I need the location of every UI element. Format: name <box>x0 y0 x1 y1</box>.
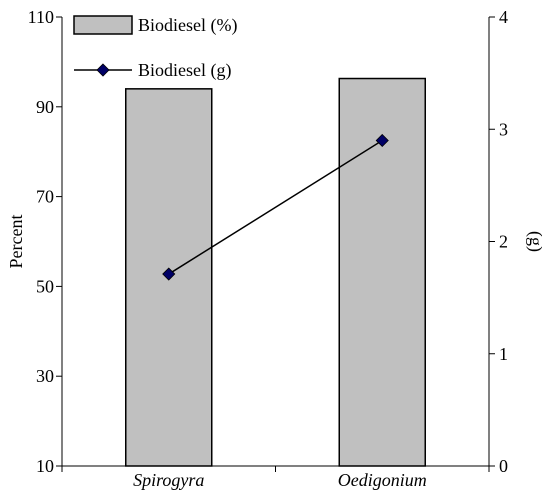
right-tick-label: 1 <box>499 344 508 364</box>
left-tick-label: 30 <box>36 366 54 386</box>
left-tick-label: 10 <box>36 456 54 476</box>
right-tick-label: 0 <box>499 456 508 476</box>
category-label-oedigonium: Oedigonium <box>338 470 427 490</box>
right-tick-label: 3 <box>499 119 508 139</box>
right-axis-title: (g) <box>525 231 542 252</box>
category-label-spirogyra: Spirogyra <box>133 470 204 490</box>
right-tick-label: 2 <box>499 232 508 252</box>
legend-bar-swatch <box>73 15 133 35</box>
marker-spirogyra <box>162 267 176 281</box>
left-tick-label: 50 <box>36 276 54 296</box>
legend-bar-label: Biodiesel (%) <box>138 15 237 36</box>
right-tick-label: 4 <box>499 7 508 27</box>
legend-line-label: Biodiesel (g) <box>138 60 231 81</box>
line-biodiesel-g <box>168 139 383 275</box>
left-axis-title: Percent <box>6 215 26 269</box>
marker-oedigonium <box>375 133 389 148</box>
left-tick-label: 110 <box>28 7 54 27</box>
left-tick-label: 70 <box>36 187 54 207</box>
left-tick-label: 90 <box>36 97 54 117</box>
legend-line-marker <box>96 63 110 77</box>
